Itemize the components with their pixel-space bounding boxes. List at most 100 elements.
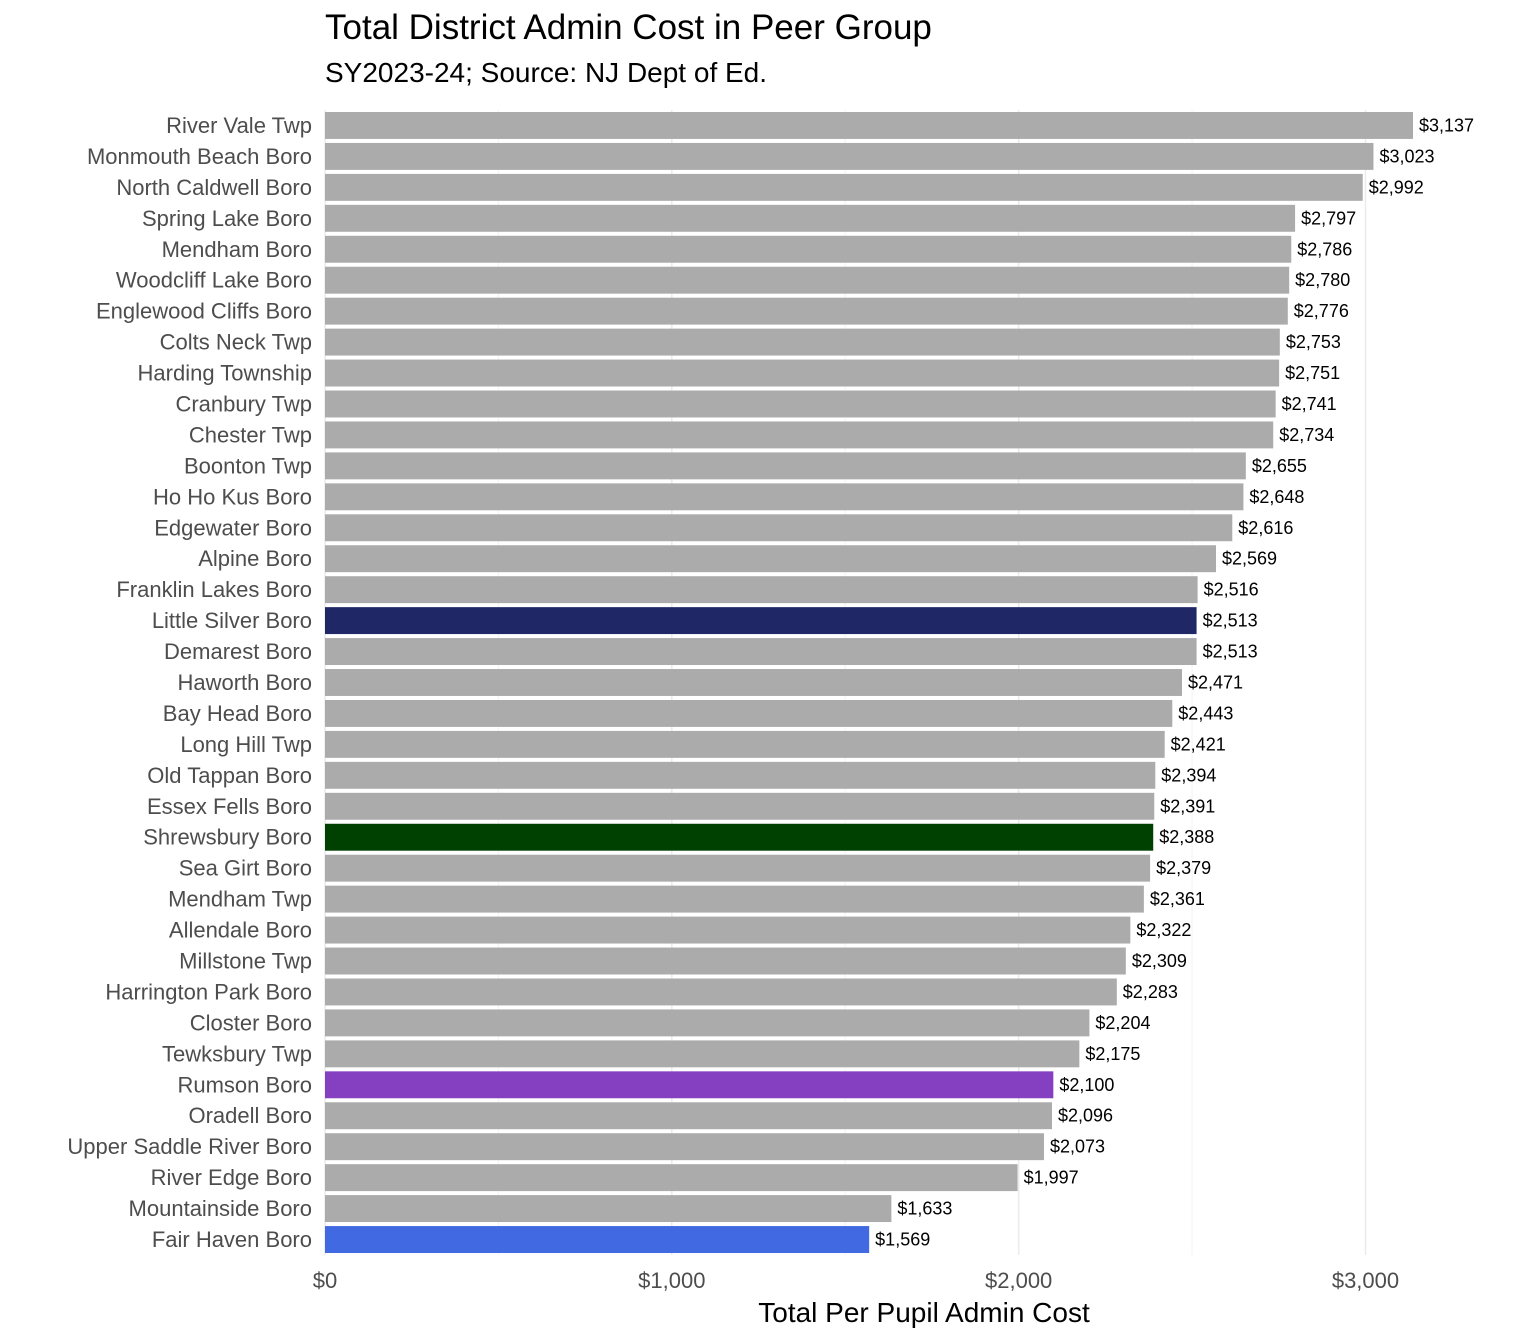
value-label: $2,516 <box>1204 580 1259 600</box>
value-label: $2,569 <box>1222 549 1277 569</box>
value-label: $2,073 <box>1050 1137 1105 1157</box>
category-label: Mendham Boro <box>162 237 312 262</box>
bar <box>325 421 1274 449</box>
category-label: Tewksbury Twp <box>162 1041 312 1066</box>
value-label: $2,379 <box>1156 858 1211 878</box>
value-label: $2,388 <box>1159 827 1214 847</box>
value-label: $2,513 <box>1203 611 1258 631</box>
chart-title: Total District Admin Cost in Peer Group <box>325 8 932 47</box>
category-label: Bay Head Boro <box>163 701 312 726</box>
bar <box>325 545 1217 573</box>
bar <box>325 266 1290 294</box>
value-label: $2,734 <box>1279 425 1334 445</box>
bar <box>325 607 1197 635</box>
category-label: Mountainside Boro <box>129 1196 312 1221</box>
chart-subtitle: SY2023-24; Source: NJ Dept of Ed. <box>325 57 768 88</box>
category-label: Millstone Twp <box>179 949 312 974</box>
bar <box>325 359 1280 387</box>
bar <box>325 1195 892 1223</box>
bar <box>325 1226 870 1253</box>
value-label: $2,361 <box>1150 889 1205 909</box>
bar <box>325 142 1374 170</box>
bar <box>325 297 1288 325</box>
bar <box>325 173 1363 201</box>
bars <box>325 112 1413 1253</box>
value-labels: $3,137 $3,023 $2,992 $2,797 $2,786 $2,780 $2,7… <box>875 115 1474 1249</box>
bar <box>325 1133 1044 1161</box>
category-label: Closter Boro <box>190 1010 312 1035</box>
value-label: $2,753 <box>1286 332 1341 352</box>
value-label: $2,992 <box>1369 177 1424 197</box>
bar <box>325 1164 1018 1192</box>
bar <box>325 978 1117 1006</box>
category-label: Harrington Park Boro <box>105 979 312 1004</box>
category-label: Haworth Boro <box>177 670 312 695</box>
category-label: River Edge Boro <box>151 1165 312 1190</box>
value-label: $1,633 <box>897 1199 952 1219</box>
category-label: Oradell Boro <box>188 1103 312 1128</box>
x-axis-title: Total Per Pupil Admin Cost <box>758 1297 1090 1328</box>
category-label: Demarest Boro <box>164 639 312 664</box>
value-label: $2,204 <box>1095 1013 1150 1033</box>
bar <box>325 514 1233 542</box>
category-label: Shrewsbury Boro <box>143 825 312 850</box>
bar <box>325 947 1126 975</box>
category-label: Little Silver Boro <box>152 608 312 633</box>
bar <box>325 576 1198 604</box>
category-label: Upper Saddle River Boro <box>67 1134 312 1159</box>
category-label: Colts Neck Twp <box>160 330 312 355</box>
category-label: Franklin Lakes Boro <box>116 577 312 602</box>
category-label: Old Tappan Boro <box>147 763 312 788</box>
value-label: $2,616 <box>1238 518 1293 538</box>
category-label: Rumson Boro <box>177 1072 312 1097</box>
value-label: $2,322 <box>1136 920 1191 940</box>
x-tick-label: $3,000 <box>1332 1268 1399 1293</box>
value-label: $2,655 <box>1252 456 1307 476</box>
category-label: Alpine Boro <box>198 546 312 571</box>
bar <box>325 1009 1090 1037</box>
value-label: $2,471 <box>1188 673 1243 693</box>
bar <box>325 730 1165 758</box>
bar <box>325 483 1244 511</box>
value-label: $2,513 <box>1203 642 1258 662</box>
value-label: $3,137 <box>1419 115 1474 135</box>
category-label: River Vale Twp <box>166 113 312 138</box>
bar <box>325 452 1246 480</box>
x-tick-label: $1,000 <box>638 1268 705 1293</box>
bar <box>325 823 1154 851</box>
value-label: $2,780 <box>1295 270 1350 290</box>
bar <box>325 1071 1054 1099</box>
bar <box>325 854 1151 882</box>
bar <box>325 112 1413 139</box>
value-label: $1,997 <box>1024 1168 1079 1188</box>
bar <box>325 235 1292 263</box>
bar <box>325 916 1131 944</box>
value-label: $2,175 <box>1085 1044 1140 1064</box>
bar <box>325 390 1276 418</box>
bar <box>325 638 1197 666</box>
category-label: Englewood Cliffs Boro <box>96 299 312 324</box>
value-label: $2,776 <box>1294 301 1349 321</box>
category-label: Boonton Twp <box>184 453 312 478</box>
bar <box>325 1102 1052 1130</box>
category-label: Long Hill Twp <box>180 732 312 757</box>
category-label: Woodcliff Lake Boro <box>116 268 312 293</box>
bar <box>325 328 1280 356</box>
bar <box>325 204 1296 232</box>
value-label: $2,421 <box>1171 734 1226 754</box>
category-label: Chester Twp <box>189 422 312 447</box>
category-label: Essex Fells Boro <box>147 794 312 819</box>
value-label: $2,443 <box>1178 703 1233 723</box>
value-label: $3,023 <box>1379 146 1434 166</box>
value-label: $2,648 <box>1249 487 1304 507</box>
category-label: Spring Lake Boro <box>142 206 312 231</box>
category-label: Sea Girt Boro <box>179 856 312 881</box>
category-labels: River Vale Twp Monmouth Beach Boro North C… <box>67 113 312 1252</box>
category-label: Ho Ho Kus Boro <box>153 484 312 509</box>
category-label: Harding Township <box>138 361 312 386</box>
value-label: $2,786 <box>1297 239 1352 259</box>
bar <box>325 1040 1080 1068</box>
category-label: Cranbury Twp <box>175 391 312 416</box>
category-label: North Caldwell Boro <box>116 175 312 200</box>
